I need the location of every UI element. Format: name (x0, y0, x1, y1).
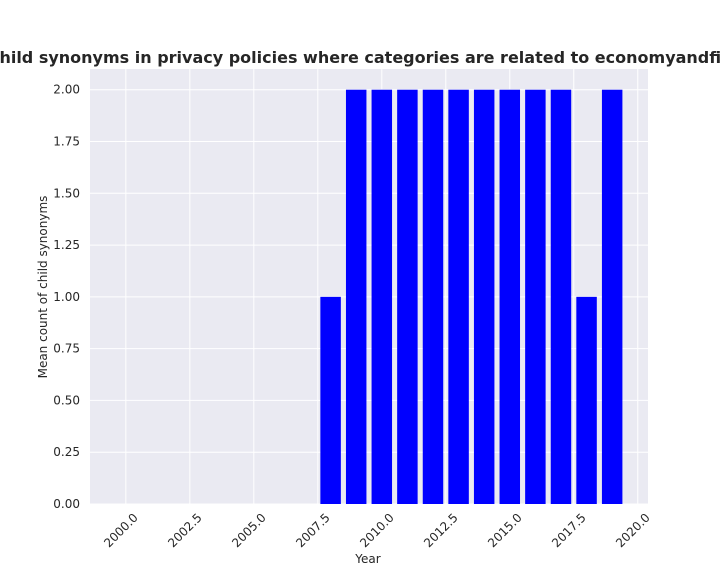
x-tick-label: 2007.5 (293, 511, 333, 551)
bar (601, 89, 623, 504)
y-tick-label: 1.50 (53, 186, 80, 200)
bar (473, 89, 495, 504)
y-tick-label: 0.25 (53, 445, 80, 459)
bar (345, 89, 367, 504)
y-tick-label: 1.25 (53, 238, 80, 252)
x-tick-label: 2020.0 (613, 511, 653, 551)
bar (499, 89, 521, 504)
bar (422, 89, 444, 504)
bar (448, 89, 469, 504)
y-tick-label: 0.00 (53, 497, 80, 511)
y-tick-label: 1.75 (53, 135, 80, 149)
y-tick-label: 2.00 (53, 83, 80, 97)
x-tick-label: 2015.0 (485, 511, 525, 551)
y-axis-label: Mean count of child synonyms (36, 196, 50, 379)
bar (576, 296, 597, 504)
y-tick-label: 1.00 (53, 290, 80, 304)
y-tick-label: 0.50 (53, 393, 80, 407)
x-tick-label: 2000.0 (101, 511, 141, 551)
x-tick-label: 2012.5 (421, 511, 461, 551)
bar (371, 89, 393, 504)
chart-title: Mean count of child synonyms in privacy … (0, 48, 720, 67)
x-axis-label: Year (354, 552, 380, 566)
x-tick-label: 2005.0 (229, 511, 269, 551)
x-tick-label: 2010.0 (357, 511, 397, 551)
bar (320, 296, 341, 504)
x-tick-label: 2017.5 (549, 511, 589, 551)
y-tick-label: 0.75 (53, 342, 80, 356)
bar (397, 89, 418, 504)
bar (525, 89, 546, 504)
bar (550, 89, 572, 504)
x-tick-label: 2002.5 (165, 511, 205, 551)
